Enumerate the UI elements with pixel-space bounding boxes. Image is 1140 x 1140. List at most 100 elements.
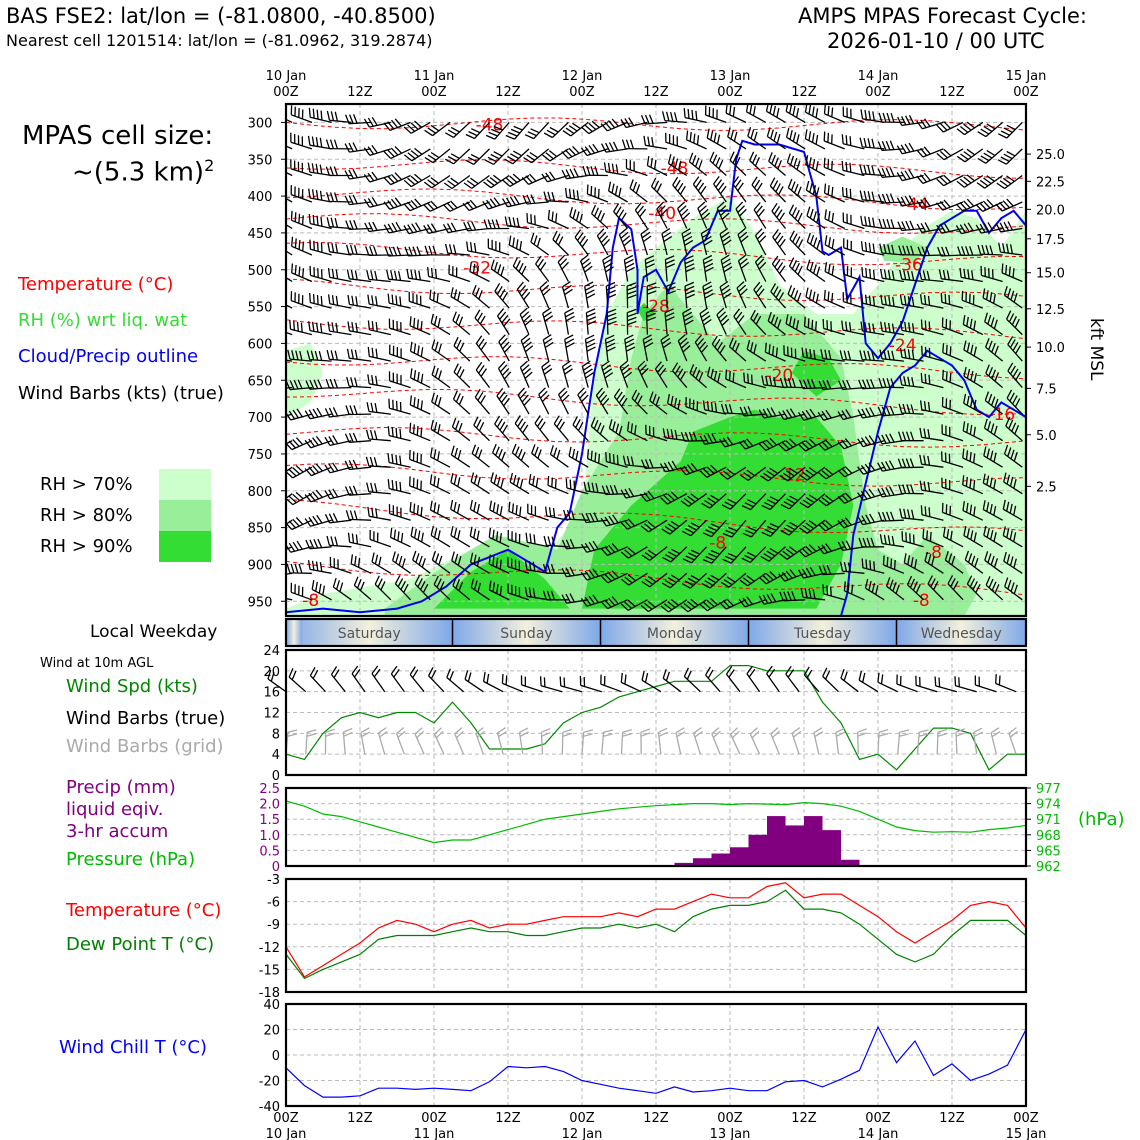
wind-barb bbox=[524, 586, 549, 601]
wind-barb bbox=[938, 269, 964, 283]
precip-bar bbox=[674, 862, 693, 866]
wind-barb bbox=[838, 379, 865, 391]
wind-barb bbox=[798, 378, 826, 390]
wind-barb bbox=[369, 529, 392, 548]
panel-y-tick-label: -15 bbox=[259, 963, 280, 978]
wind-barb bbox=[803, 316, 826, 336]
wind-barb bbox=[837, 517, 865, 529]
wind-barb bbox=[443, 174, 471, 190]
wind-barb bbox=[897, 458, 924, 469]
wind-barb bbox=[650, 177, 668, 203]
wind-barb bbox=[450, 499, 471, 521]
surface-wind-barb-true bbox=[746, 665, 761, 693]
wind-barb bbox=[1003, 472, 1023, 495]
wind-barb bbox=[564, 307, 575, 335]
temperature-contour-label: -12 bbox=[778, 466, 806, 486]
wind-barb bbox=[565, 478, 589, 495]
surface-wind-barb-true bbox=[858, 670, 879, 693]
wind-barb bbox=[785, 104, 806, 123]
wind-barb bbox=[498, 334, 512, 362]
wind-barb bbox=[683, 108, 707, 124]
temperature-contour-label: -8 bbox=[913, 591, 930, 611]
wind-barb bbox=[580, 143, 609, 157]
wind-barb bbox=[843, 238, 865, 256]
panel-y-tick-label: 0 bbox=[272, 860, 280, 875]
wind-barb bbox=[620, 487, 648, 499]
wind-barb bbox=[818, 565, 845, 576]
wind-barb bbox=[641, 546, 668, 561]
wind-barb bbox=[688, 152, 708, 177]
wind-barb bbox=[307, 162, 332, 177]
surface-wind-barb-true bbox=[803, 666, 820, 693]
wind-barb bbox=[857, 435, 885, 448]
wind-barb bbox=[982, 500, 1003, 521]
wind-barb bbox=[306, 350, 332, 362]
wind-barb bbox=[327, 294, 352, 309]
weekday-label: Wednesday bbox=[921, 626, 1002, 642]
wind-barb bbox=[798, 544, 826, 558]
wind-barb bbox=[664, 308, 675, 335]
wind-barb bbox=[596, 228, 611, 256]
wind-barb bbox=[469, 526, 490, 548]
wind-barb bbox=[956, 148, 984, 163]
wind-barb bbox=[823, 183, 845, 203]
wind-barb bbox=[474, 388, 490, 415]
wind-barb bbox=[964, 550, 984, 574]
wind-barb bbox=[483, 174, 510, 189]
wind-barb bbox=[861, 558, 885, 574]
wind-barb bbox=[591, 204, 609, 229]
panel-y-tick-label: 20 bbox=[263, 665, 280, 680]
wind-barb bbox=[944, 551, 964, 574]
temperature-contour-label: -32 bbox=[463, 259, 491, 279]
wind-barb bbox=[482, 197, 510, 210]
pressure-line bbox=[285, 800, 1027, 844]
wind-barb bbox=[877, 405, 904, 417]
wind-barb bbox=[365, 456, 391, 468]
top-time-label: 00Z bbox=[717, 85, 743, 100]
wind-barb bbox=[561, 281, 573, 309]
wind-barb bbox=[682, 519, 708, 537]
wind-barb bbox=[779, 377, 806, 389]
wind-barb bbox=[569, 207, 589, 230]
wind-barb bbox=[680, 431, 707, 442]
wind-barb bbox=[745, 104, 767, 123]
wind-barb bbox=[919, 454, 944, 468]
wind-barb bbox=[898, 245, 924, 256]
wind-barb bbox=[290, 159, 313, 177]
wind-barb bbox=[877, 486, 904, 498]
wind-barb bbox=[733, 308, 747, 335]
wind-barb bbox=[431, 550, 451, 574]
wind-barb bbox=[452, 576, 471, 601]
wind-barb bbox=[423, 223, 451, 235]
wind-barb bbox=[424, 245, 451, 256]
wind-barb bbox=[584, 281, 596, 309]
wind-barb bbox=[780, 493, 806, 510]
wind-barb bbox=[843, 264, 865, 283]
wind-barb bbox=[899, 294, 924, 309]
wind-barb bbox=[798, 438, 826, 452]
wind-barb bbox=[879, 268, 904, 283]
wind-barb bbox=[729, 151, 747, 176]
legend-precip-3: 3-hr accum bbox=[66, 821, 169, 842]
temperature-contour bbox=[286, 241, 1026, 266]
wind-barb bbox=[899, 375, 924, 389]
wind-barb bbox=[534, 415, 550, 442]
wind-barb bbox=[286, 491, 313, 506]
surface-wind-barb-grid bbox=[749, 727, 761, 755]
surface-wind-barb-true bbox=[641, 670, 662, 693]
temperature-contour-label: -8 bbox=[302, 591, 319, 611]
wind-barb bbox=[558, 387, 570, 415]
kft-tick-label: 2.5 bbox=[1036, 480, 1057, 495]
pressure-tick-label: 750 bbox=[248, 448, 273, 463]
wind-barb bbox=[761, 493, 786, 511]
wind-barb bbox=[535, 255, 550, 282]
temperature-contour-label: -48 bbox=[661, 159, 689, 179]
wind-barb bbox=[364, 221, 391, 233]
wind-barb bbox=[824, 209, 845, 230]
pressure-tick-label: 350 bbox=[248, 153, 273, 168]
bottom-date-label: 15 Jan bbox=[1006, 1127, 1047, 1140]
surface-wind-barb-grid bbox=[496, 727, 507, 755]
wind-barb bbox=[857, 462, 885, 475]
wind-barb bbox=[553, 415, 569, 442]
